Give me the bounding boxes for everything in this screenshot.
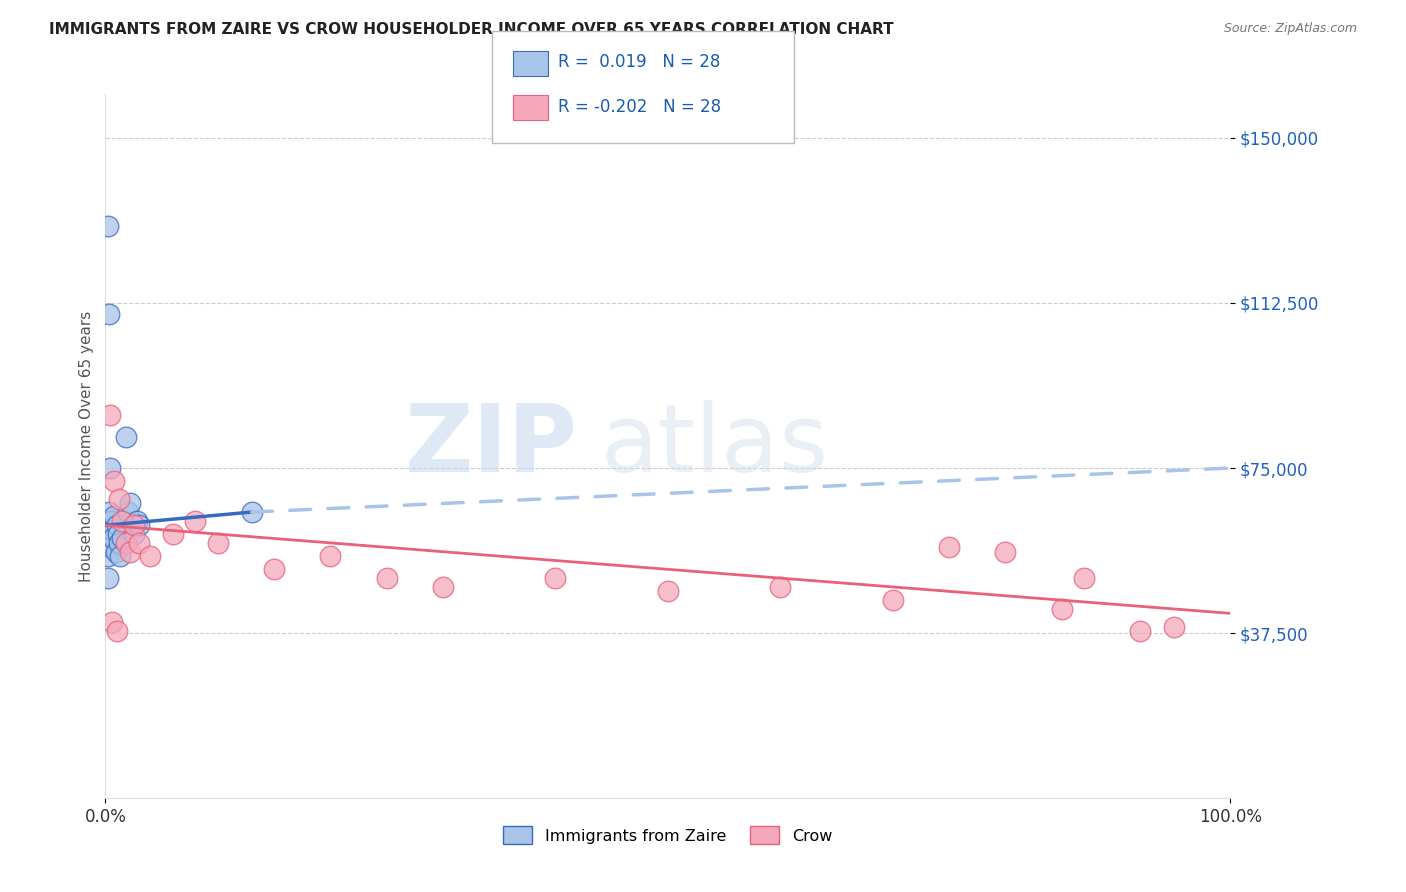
Point bbox=[98, 461, 121, 475]
Point bbox=[97, 571, 120, 585]
Point bbox=[139, 549, 162, 563]
Point bbox=[1163, 619, 1185, 633]
Point bbox=[769, 580, 792, 594]
Point bbox=[97, 307, 120, 321]
Point bbox=[105, 624, 128, 638]
Point bbox=[97, 219, 120, 233]
Point bbox=[117, 505, 139, 519]
Y-axis label: Householder Income Over 65 years: Householder Income Over 65 years bbox=[79, 310, 94, 582]
Text: ZIP: ZIP bbox=[405, 400, 578, 492]
Point bbox=[1073, 571, 1095, 585]
Text: R =  0.019   N = 28: R = 0.019 N = 28 bbox=[558, 54, 720, 71]
Point bbox=[938, 541, 960, 555]
Point bbox=[104, 544, 127, 558]
Point bbox=[96, 536, 118, 550]
Point bbox=[657, 584, 679, 599]
Point bbox=[162, 527, 184, 541]
Point bbox=[184, 514, 207, 528]
Point bbox=[108, 549, 131, 563]
Point bbox=[111, 532, 134, 546]
Point bbox=[101, 615, 124, 630]
Point bbox=[105, 518, 128, 533]
Point bbox=[101, 523, 124, 537]
Point bbox=[114, 430, 136, 444]
Point bbox=[882, 593, 904, 607]
Point bbox=[1050, 602, 1073, 616]
Point bbox=[120, 544, 142, 558]
Point bbox=[128, 536, 150, 550]
Point bbox=[240, 505, 263, 519]
Point bbox=[994, 544, 1017, 558]
Point bbox=[319, 549, 342, 563]
Text: Source: ZipAtlas.com: Source: ZipAtlas.com bbox=[1223, 22, 1357, 36]
Text: atlas: atlas bbox=[600, 400, 828, 492]
Point bbox=[100, 514, 122, 528]
Point bbox=[107, 527, 129, 541]
Point bbox=[103, 475, 125, 489]
Text: R = -0.202   N = 28: R = -0.202 N = 28 bbox=[558, 98, 721, 116]
Point bbox=[263, 562, 285, 576]
Text: IMMIGRANTS FROM ZAIRE VS CROW HOUSEHOLDER INCOME OVER 65 YEARS CORRELATION CHART: IMMIGRANTS FROM ZAIRE VS CROW HOUSEHOLDE… bbox=[49, 22, 894, 37]
Point bbox=[544, 571, 567, 585]
Point bbox=[120, 496, 142, 510]
Point bbox=[114, 536, 136, 550]
Point bbox=[97, 527, 120, 541]
Point bbox=[122, 518, 145, 533]
Point bbox=[122, 527, 145, 541]
Point bbox=[375, 571, 398, 585]
Point bbox=[111, 514, 134, 528]
Point bbox=[97, 549, 120, 563]
Point bbox=[128, 518, 150, 533]
Point bbox=[125, 514, 148, 528]
Point bbox=[108, 491, 131, 506]
Legend: Immigrants from Zaire, Crow: Immigrants from Zaire, Crow bbox=[498, 820, 838, 850]
Point bbox=[103, 532, 125, 546]
Point bbox=[108, 536, 131, 550]
Point bbox=[97, 505, 120, 519]
Point bbox=[207, 536, 229, 550]
Point bbox=[98, 536, 121, 550]
Point bbox=[432, 580, 454, 594]
Point bbox=[97, 518, 120, 533]
Point bbox=[100, 541, 122, 555]
Point bbox=[103, 509, 125, 524]
Point bbox=[1129, 624, 1152, 638]
Point bbox=[98, 408, 121, 422]
